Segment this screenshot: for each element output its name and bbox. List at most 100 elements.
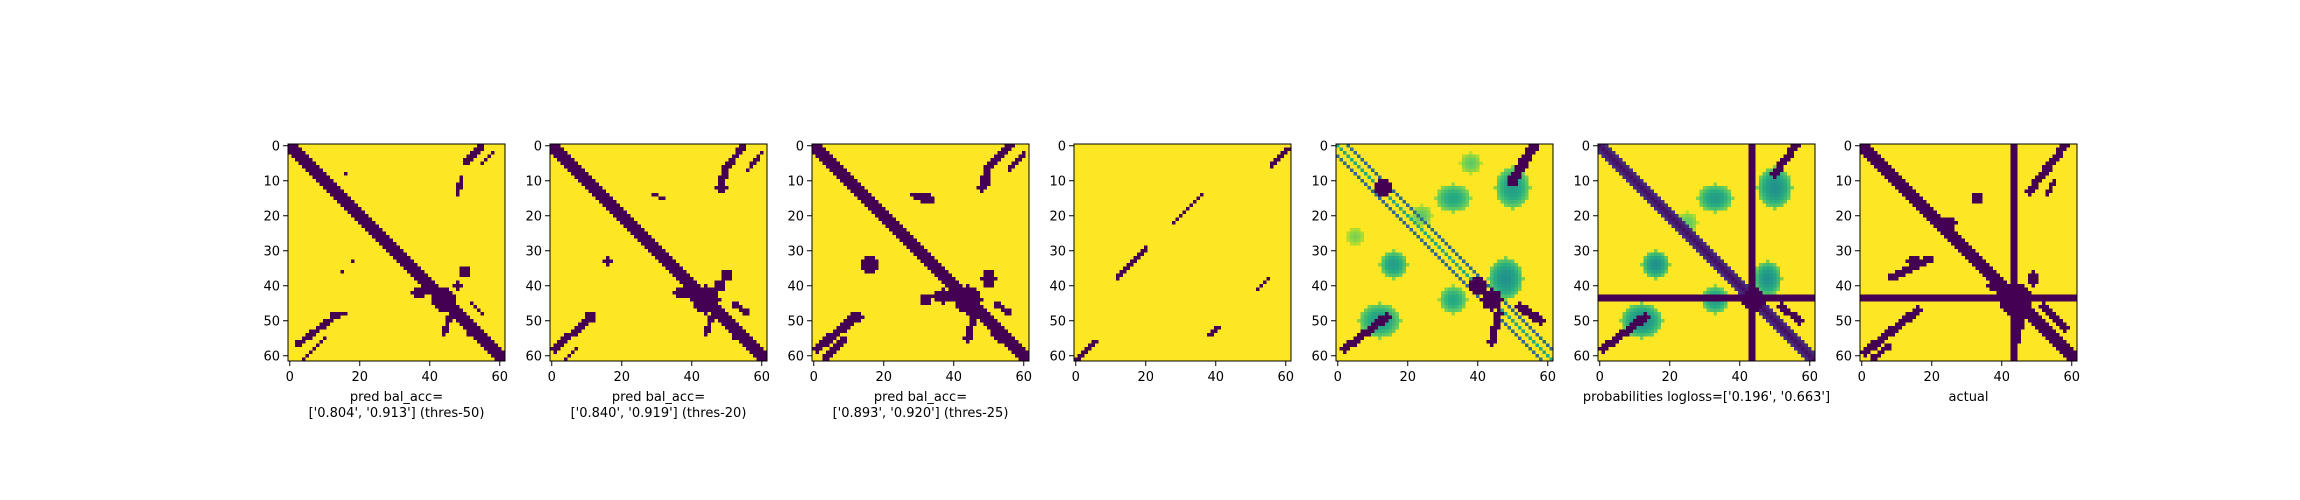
x-tick-label: 40	[1731, 370, 1748, 385]
y-tick-label: 10	[1573, 174, 1590, 189]
axes-frame	[1859, 143, 2078, 362]
heatmap-panel-1: 0 20 40 60 0 10 20 30 40 50 60 pred bal_acc=['0.804…	[263, 139, 508, 421]
y-tick-label: 60	[263, 349, 280, 364]
y-tick-label: 40	[1311, 279, 1328, 294]
axes-frame	[1073, 143, 1292, 362]
y-tick-label: 20	[263, 209, 280, 224]
y-tick-label: 20	[525, 209, 542, 224]
x-tick-label: 20	[351, 370, 368, 385]
y-tick-label: 20	[1049, 209, 1066, 224]
y-tick-label: 30	[263, 244, 280, 259]
x-tick-label: 0	[548, 370, 556, 385]
y-tick-label: 50	[1835, 314, 1852, 329]
heatmap-panel-7: 0 20 40 60 0 10 20 30 40 50 60 actual	[1835, 139, 2080, 405]
y-tick-label: 40	[1573, 279, 1590, 294]
y-tick-label: 10	[787, 174, 804, 189]
y-tick-label: 0	[1582, 139, 1590, 154]
x-tick-label: 60	[1539, 370, 1556, 385]
y-tick-label: 10	[1311, 174, 1328, 189]
x-tick-label: 40	[1207, 370, 1224, 385]
x-tick-label: 20	[1399, 370, 1416, 385]
y-tick-label: 40	[263, 279, 280, 294]
y-tick-label: 60	[1835, 349, 1852, 364]
heatmap-image	[550, 144, 767, 361]
x-axis-label: actual	[1948, 390, 1988, 405]
heatmap-panel-5: 0 20 40 60 0 10 20 30 40 50 60	[1311, 139, 1556, 385]
y-tick-label: 20	[1573, 209, 1590, 224]
x-axis-label: probabilities logloss=['0.196', '0.663']	[1583, 390, 1830, 405]
y-tick-label: 30	[525, 244, 542, 259]
y-tick-label: 0	[1058, 139, 1066, 154]
x-tick-label: 40	[1469, 370, 1486, 385]
x-tick-label: 40	[421, 370, 438, 385]
x-tick-label: 0	[1334, 370, 1342, 385]
y-tick-label: 20	[787, 209, 804, 224]
heatmap-panel-2: 0 20 40 60 0 10 20 30 40 50 60 pred bal_acc=['0.840…	[525, 139, 770, 421]
y-tick-label: 30	[787, 244, 804, 259]
y-tick-label: 40	[1049, 279, 1066, 294]
heatmap-panel-3: 0 20 40 60 0 10 20 30 40 50 60 pred bal_acc=['0.893…	[787, 139, 1032, 421]
y-tick-label: 0	[534, 139, 542, 154]
x-tick-label: 60	[1801, 370, 1818, 385]
y-tick-label: 20	[1835, 209, 1852, 224]
x-tick-label: 0	[1596, 370, 1604, 385]
axes-frame	[811, 143, 1030, 362]
x-tick-label: 0	[286, 370, 294, 385]
y-tick-label: 30	[1573, 244, 1590, 259]
y-tick-label: 50	[525, 314, 542, 329]
heatmap-image	[1598, 144, 1815, 361]
axes-frame	[1335, 143, 1554, 362]
y-tick-label: 40	[525, 279, 542, 294]
x-tick-label: 20	[875, 370, 892, 385]
y-tick-label: 30	[1835, 244, 1852, 259]
y-tick-label: 50	[263, 314, 280, 329]
y-tick-label: 20	[1311, 209, 1328, 224]
y-tick-label: 60	[1573, 349, 1590, 364]
heatmap-image	[1336, 144, 1553, 361]
x-tick-label: 40	[683, 370, 700, 385]
x-tick-label: 60	[1015, 370, 1032, 385]
x-axis-label: ['0.804', '0.913'] (thres-50)	[309, 406, 485, 421]
heatmap-panel-4: 0 20 40 60 0 10 20 30 40 50 60	[1049, 139, 1294, 385]
x-tick-label: 20	[613, 370, 630, 385]
heatmap-image	[288, 144, 505, 361]
x-tick-label: 0	[1072, 370, 1080, 385]
y-tick-label: 50	[1049, 314, 1066, 329]
y-tick-label: 40	[1835, 279, 1852, 294]
x-axis-label: pred bal_acc=	[350, 390, 443, 405]
x-tick-label: 0	[810, 370, 818, 385]
axes-frame	[287, 143, 506, 362]
x-tick-label: 20	[1661, 370, 1678, 385]
x-axis-label: ['0.840', '0.919'] (thres-20)	[571, 406, 747, 421]
y-tick-label: 10	[525, 174, 542, 189]
x-tick-label: 20	[1137, 370, 1154, 385]
y-tick-label: 60	[525, 349, 542, 364]
y-tick-label: 10	[263, 174, 280, 189]
x-tick-label: 60	[1277, 370, 1294, 385]
y-tick-label: 0	[1844, 139, 1852, 154]
x-axis-label: pred bal_acc=	[612, 390, 705, 405]
axes-frame	[1597, 143, 1816, 362]
x-tick-label: 60	[491, 370, 508, 385]
y-tick-label: 40	[787, 279, 804, 294]
axes-frame	[549, 143, 768, 362]
x-tick-label: 0	[1858, 370, 1866, 385]
y-tick-label: 0	[796, 139, 804, 154]
y-tick-label: 60	[787, 349, 804, 364]
x-tick-label: 40	[945, 370, 962, 385]
heatmap-panel-6: 0 20 40 60 0 10 20 30 40 50 60 probabilities loglos…	[1573, 139, 1830, 405]
x-axis-label: ['0.893', '0.920'] (thres-25)	[833, 406, 1009, 421]
heatmap-image	[812, 144, 1029, 361]
y-tick-label: 30	[1311, 244, 1328, 259]
x-tick-label: 20	[1923, 370, 1940, 385]
heatmap-image	[1074, 144, 1291, 361]
y-tick-label: 50	[787, 314, 804, 329]
x-axis-label: pred bal_acc=	[874, 390, 967, 405]
y-tick-label: 60	[1311, 349, 1328, 364]
x-tick-label: 40	[1993, 370, 2010, 385]
y-tick-label: 0	[1320, 139, 1328, 154]
x-tick-label: 60	[2063, 370, 2080, 385]
heatmap-image	[1860, 144, 2077, 361]
